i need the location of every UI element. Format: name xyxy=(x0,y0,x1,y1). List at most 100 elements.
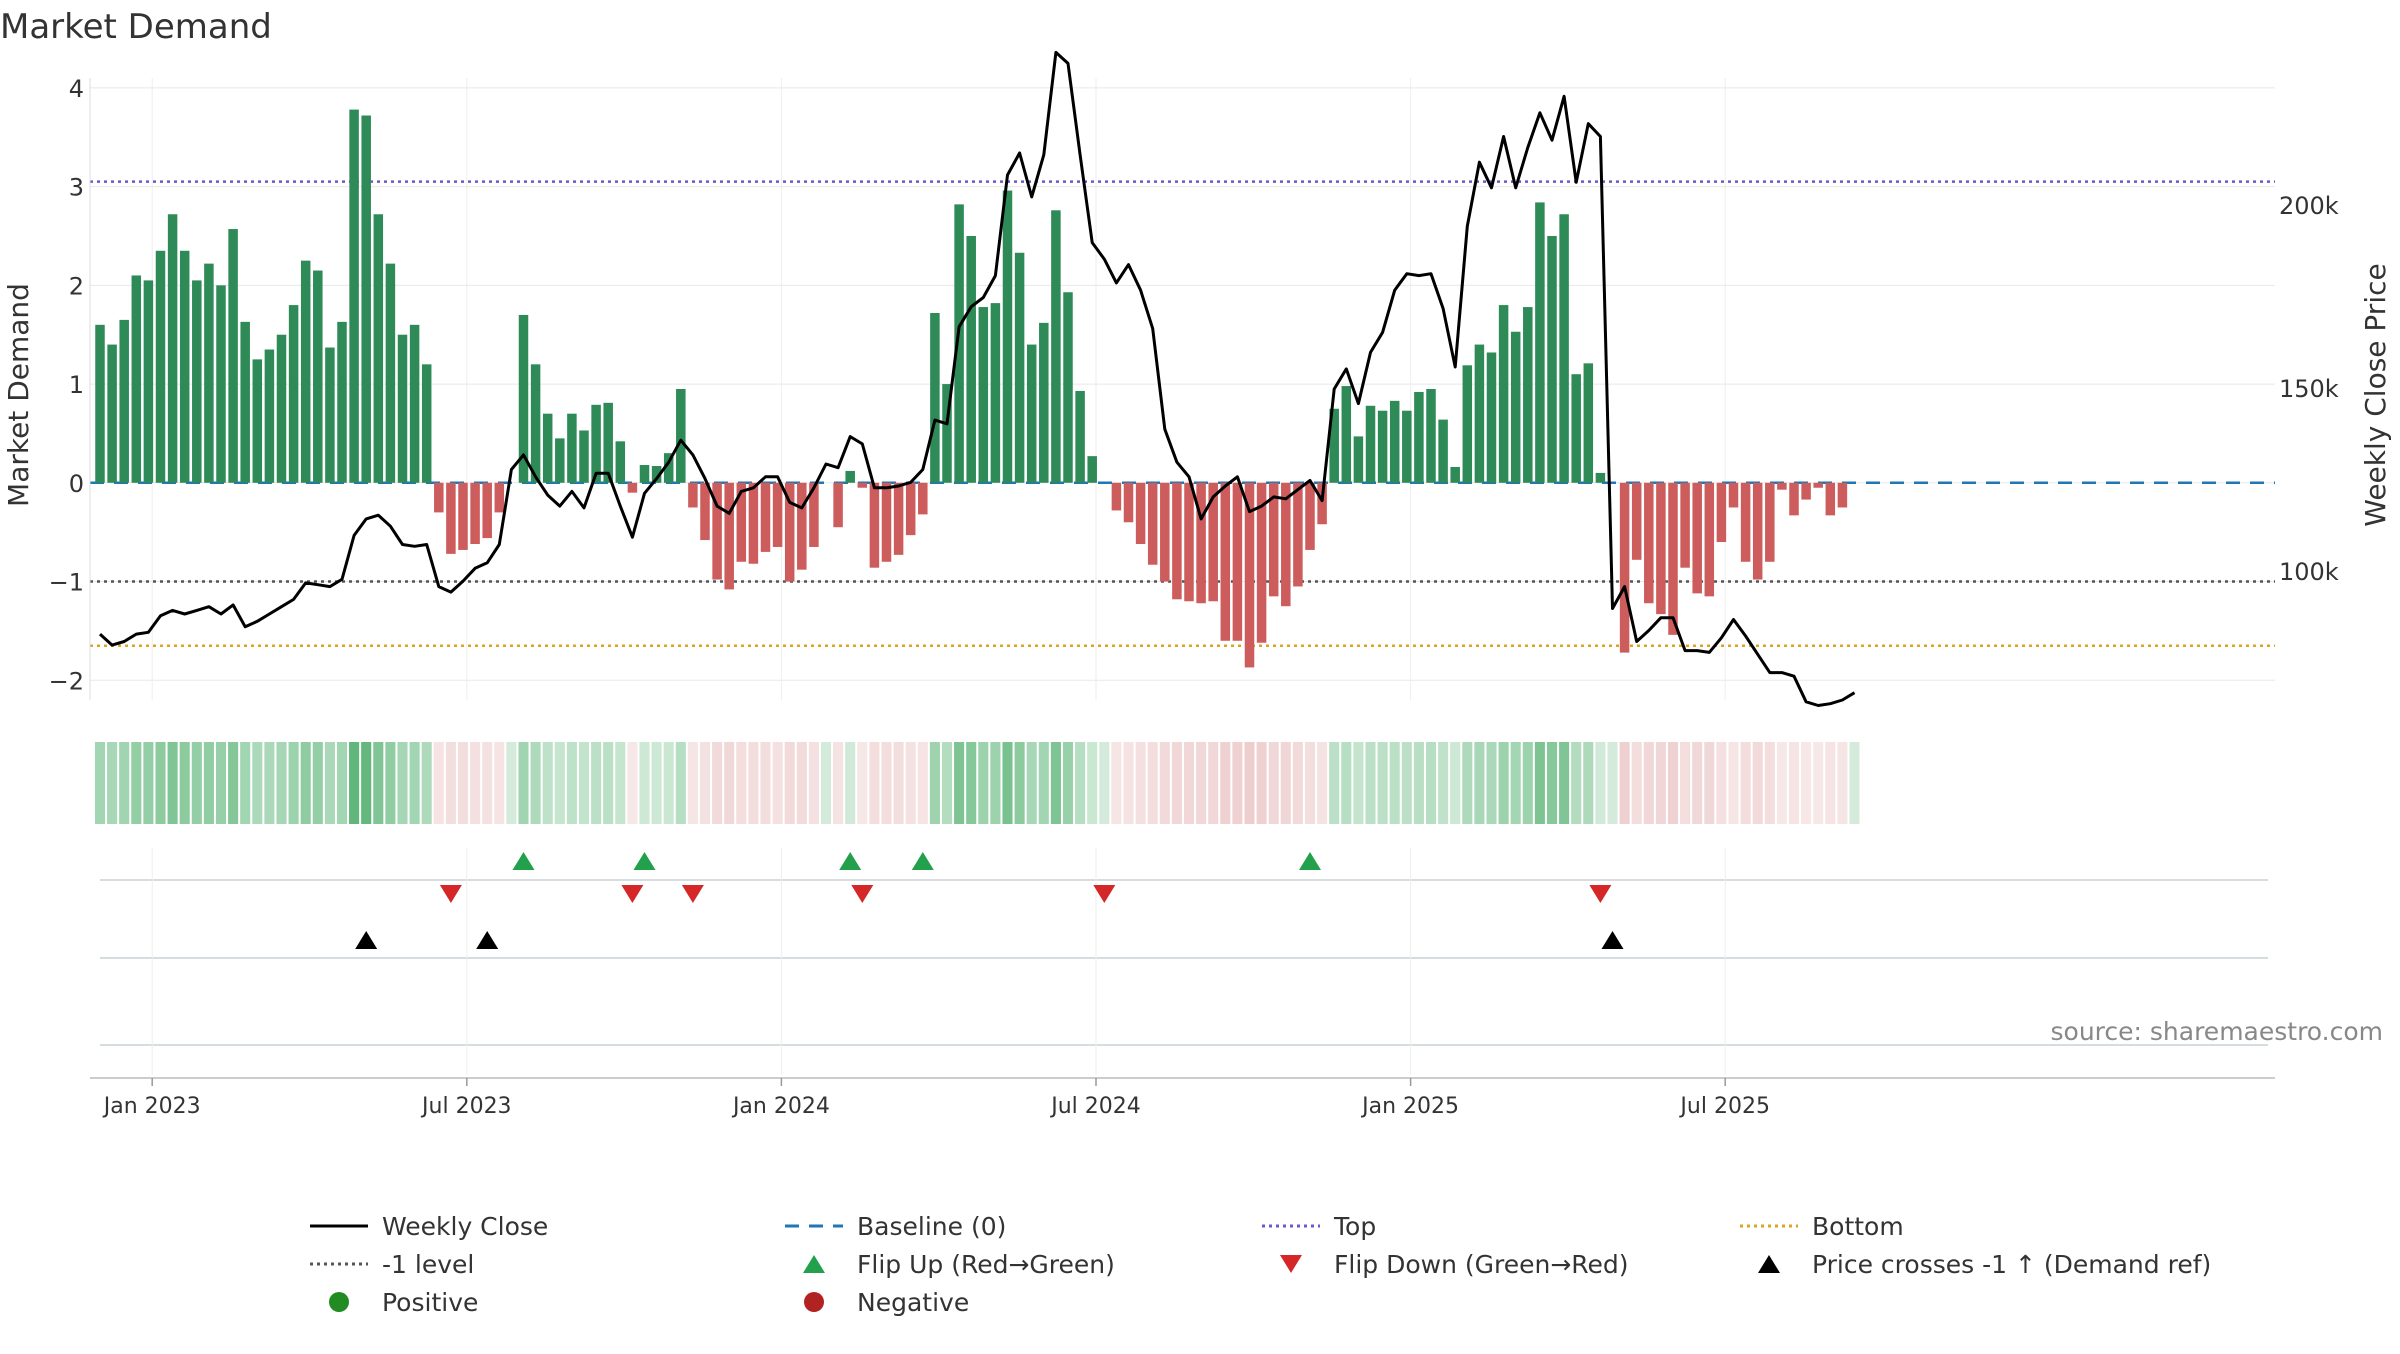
event-markers xyxy=(100,848,2268,1075)
demand-bar xyxy=(567,413,577,483)
strip-cell xyxy=(179,742,190,824)
demand-bar xyxy=(95,324,105,483)
strip-cell xyxy=(107,742,118,824)
y-tick-label: −1 xyxy=(49,569,84,597)
demand-bar xyxy=(724,482,734,590)
demand-bar xyxy=(918,482,928,515)
strip-cell xyxy=(1292,742,1303,824)
demand-bar xyxy=(1716,482,1727,543)
strip-cell xyxy=(1353,742,1364,824)
demand-bar xyxy=(1281,482,1291,607)
strip-cell xyxy=(1474,742,1485,824)
demand-bar xyxy=(1438,419,1448,483)
demand-bar xyxy=(155,250,166,483)
y-tick-label: 3 xyxy=(69,174,84,202)
demand-bar xyxy=(1160,482,1170,582)
strip-cell xyxy=(1788,742,1800,824)
demand-bar xyxy=(409,324,420,483)
chart-title: Market Demand xyxy=(0,7,272,47)
legend-swatch-circle xyxy=(329,1292,349,1312)
demand-bar xyxy=(1087,456,1097,483)
strip-cell xyxy=(990,742,1001,824)
demand-bar xyxy=(857,482,868,488)
demand-bar xyxy=(1547,235,1557,483)
strip-cell xyxy=(518,742,529,824)
demand-bar xyxy=(1837,482,1848,508)
demand-bar xyxy=(615,441,626,483)
strip-cell xyxy=(699,742,711,824)
strip-cell xyxy=(663,742,674,824)
demand-bar xyxy=(1051,210,1061,483)
strip-cell xyxy=(833,742,844,824)
demand-bar xyxy=(797,482,807,570)
strip-cell xyxy=(1619,742,1630,824)
x-tick-label: Jan 2024 xyxy=(731,1094,830,1119)
x-tick-label: Jul 2023 xyxy=(420,1094,512,1119)
demand-bar xyxy=(736,482,747,562)
source-label: source: sharemaestro.com xyxy=(2051,1017,2384,1046)
y-tick-label: 4 xyxy=(69,75,84,103)
demand-bar xyxy=(1571,374,1581,483)
strip-cell xyxy=(1740,742,1751,824)
strip-cell xyxy=(1413,742,1424,824)
legend-swatch-triangle-up xyxy=(803,1255,825,1273)
demand-bar xyxy=(1377,410,1388,483)
strip-cell xyxy=(373,742,384,824)
strip-cell xyxy=(808,742,819,824)
strip-cell xyxy=(1208,742,1219,824)
strip-cell xyxy=(1583,742,1594,824)
demand-bar xyxy=(131,275,142,483)
strip-cell xyxy=(1559,742,1570,824)
strip-cell xyxy=(941,742,953,824)
legend-item: -1 level xyxy=(310,1250,474,1279)
demand-bar xyxy=(373,214,384,483)
legend-label: Flip Up (Red→Green) xyxy=(857,1250,1115,1279)
demand-bar xyxy=(1341,386,1352,483)
strip-cell xyxy=(845,742,856,824)
strip-cell xyxy=(784,742,795,824)
strip-cell xyxy=(1486,742,1497,824)
demand-bar xyxy=(1184,482,1194,602)
demand-bar xyxy=(893,482,904,555)
strip-cell xyxy=(978,742,989,824)
demand-bar xyxy=(1462,365,1473,483)
strip-cell xyxy=(276,742,287,824)
demand-bar xyxy=(337,321,347,483)
demand-bar xyxy=(1414,391,1424,483)
demand-bar xyxy=(325,347,335,483)
strip-cell xyxy=(1655,742,1666,824)
demand-bar xyxy=(639,465,650,483)
strip-cell xyxy=(506,742,517,824)
legend-item: Flip Up (Red→Green) xyxy=(803,1250,1115,1279)
strip-cell xyxy=(167,742,178,824)
strip-cell xyxy=(1462,742,1473,824)
demand-bar xyxy=(1147,482,1158,565)
strip-cell xyxy=(1631,742,1642,824)
strip-cell xyxy=(1571,742,1582,824)
flip-up-marker xyxy=(911,852,934,870)
strip-cell xyxy=(542,742,553,824)
demand-bar xyxy=(1402,410,1412,483)
y-axis-label: Market Demand xyxy=(2,283,35,507)
strip-cell xyxy=(1546,742,1558,824)
demand-bar xyxy=(1111,482,1122,511)
demand-bar xyxy=(1619,482,1630,653)
flip-up-marker xyxy=(1299,852,1321,870)
demand-bar xyxy=(1135,482,1146,545)
demand-bar xyxy=(216,285,226,483)
strip-cell xyxy=(591,742,602,824)
strip-cell xyxy=(336,742,348,824)
strip-cell xyxy=(470,742,481,824)
flip-down-marker xyxy=(851,885,874,903)
demand-bar xyxy=(1196,482,1206,604)
demand-bar xyxy=(288,305,299,483)
strip-cell xyxy=(966,742,977,824)
strip-cell xyxy=(324,742,335,824)
strip-cell xyxy=(1050,742,1061,824)
legend-label: Price crosses -1 ↑ (Demand ref) xyxy=(1812,1250,2211,1279)
strip-cell xyxy=(651,742,662,824)
legend-swatch-triangle-up xyxy=(1758,1255,1780,1273)
strip-cell xyxy=(796,742,807,824)
demand-bar xyxy=(1692,482,1702,594)
